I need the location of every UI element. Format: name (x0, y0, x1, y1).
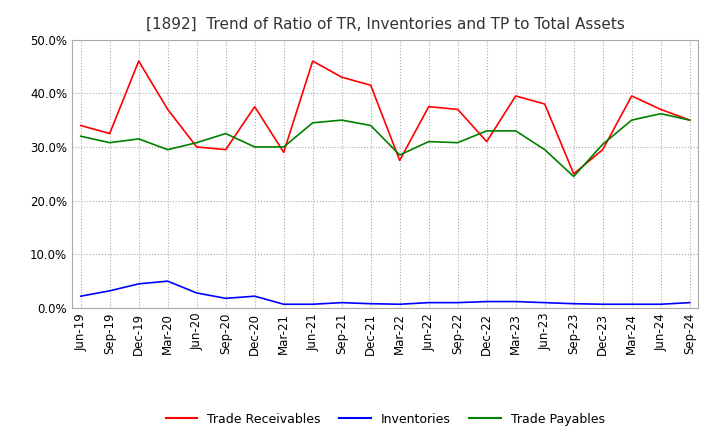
Legend: Trade Receivables, Inventories, Trade Payables: Trade Receivables, Inventories, Trade Pa… (161, 407, 610, 431)
Title: [1892]  Trend of Ratio of TR, Inventories and TP to Total Assets: [1892] Trend of Ratio of TR, Inventories… (145, 16, 625, 32)
